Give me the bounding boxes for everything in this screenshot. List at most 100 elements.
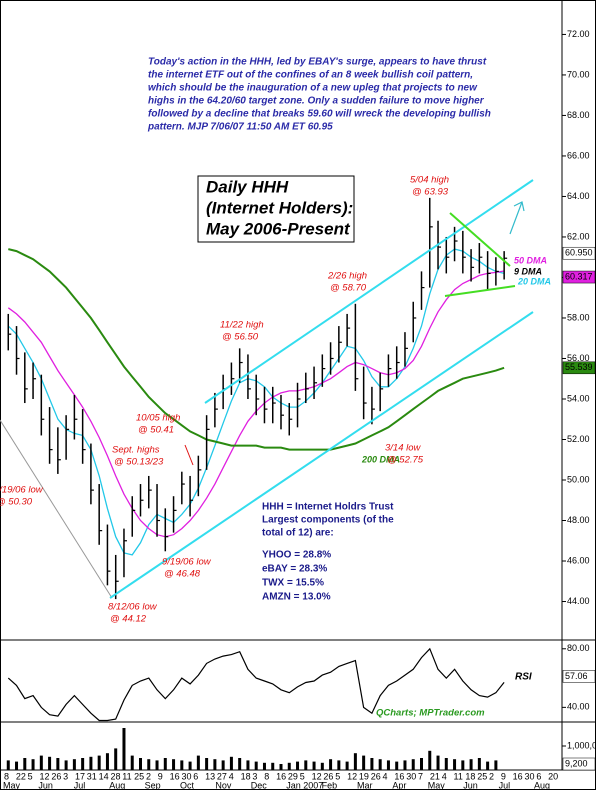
channel-line <box>204 179 534 404</box>
volume-bar <box>345 761 349 770</box>
volume-bar <box>205 758 209 770</box>
y-tick-label: 54.00 <box>567 393 590 403</box>
volume-bar <box>320 762 324 770</box>
x-tick-label: 16 <box>394 771 404 781</box>
x-tick-label: Jul <box>499 780 511 790</box>
triangle-line <box>444 285 516 297</box>
chart-title: Daily HHH <box>206 177 289 196</box>
y-tick-label: 64.00 <box>567 191 590 201</box>
x-tick-label: 17 <box>75 771 85 781</box>
rsi-label: RSI <box>515 672 532 683</box>
annotation: @ 44.12 <box>110 614 147 625</box>
y-tick-label: 70.00 <box>567 69 590 79</box>
x-tick-label: 4 <box>383 771 388 781</box>
x-tick-label: Sep <box>145 780 161 790</box>
x-tick-label: Feb <box>322 780 338 790</box>
info-text: HHH = Internet Holdrs Trust <box>262 502 394 513</box>
x-tick-label: 13 <box>205 771 215 781</box>
volume-bar <box>453 759 457 770</box>
x-tick-label: 7 <box>418 771 423 781</box>
volume-bar <box>246 760 250 770</box>
volume-bar <box>312 761 316 770</box>
plot <box>6 197 508 770</box>
volume-bar <box>213 759 217 770</box>
volume-bar <box>271 762 275 770</box>
x-tick-label: 4 <box>229 771 234 781</box>
volume-bar <box>378 759 382 770</box>
annotation: 9/19/06 low <box>162 557 212 568</box>
volume-bar <box>23 758 27 770</box>
volume-bar <box>196 755 200 770</box>
y-tick-label: 1,000,0 <box>567 740 596 750</box>
x-tick-label: Apr <box>392 780 406 790</box>
info-text: AMZN = 13.0% <box>262 592 331 603</box>
last-value-label: 60.950 <box>565 248 593 258</box>
info-text: TWX = 15.5% <box>262 578 324 589</box>
y-tick-label: 62.00 <box>567 231 590 241</box>
x-tick-label: Jan 2007 <box>286 780 323 790</box>
commentary: which should be the inauguration of a ne… <box>148 83 478 94</box>
volume-bar <box>370 758 374 770</box>
title-box <box>197 175 355 243</box>
channel-line <box>109 311 534 599</box>
y-tick-label: 68.00 <box>567 110 590 120</box>
volume-bar <box>105 753 109 770</box>
arrow-head <box>513 201 525 212</box>
info-text: Largest components (of the <box>262 515 394 526</box>
annotation: 5/04 high <box>410 175 449 186</box>
x-tick-label: 16 <box>276 771 286 781</box>
x-tick-label: 9 <box>501 771 506 781</box>
x-tick-label: 8 <box>4 771 9 781</box>
y-tick-label: 44.00 <box>567 596 590 606</box>
volume-bar <box>221 760 225 770</box>
x-tick-label: 25 <box>477 771 487 781</box>
x-tick-label: 6 <box>536 771 541 781</box>
x-tick-label: Aug <box>534 780 550 790</box>
volume-bar <box>254 761 258 770</box>
volume-bar <box>39 755 43 770</box>
x-tick-label: 16 <box>170 771 180 781</box>
x-tick-label: 26 <box>371 771 381 781</box>
x-tick-label: 26 <box>51 771 61 781</box>
last-value-label: 57.06 <box>565 671 588 681</box>
x-tick-label: 12 <box>347 771 357 781</box>
x-tick-label: 12 <box>39 771 49 781</box>
volume-bar <box>329 759 333 770</box>
annotation: 2/26 high <box>327 271 367 282</box>
commentary: followed by a decline that breaks 59.60 … <box>148 109 491 120</box>
annotation: 10/05 high <box>136 413 180 424</box>
last-value-label: 9,200 <box>565 758 588 768</box>
x-tick-label: 27 <box>217 771 227 781</box>
volume-bar <box>403 760 407 770</box>
annotation: @ 50.13/23 <box>114 457 164 468</box>
commentary: highs in the 64.20/60 target zone. Only … <box>148 96 485 107</box>
x-tick-label: Oct <box>180 780 195 790</box>
y-tick-label: 66.00 <box>567 150 590 160</box>
ma-label: 50 DMA <box>514 255 547 265</box>
x-tick-label: 28 <box>110 771 120 781</box>
volume-bar <box>287 762 291 770</box>
chart-title: (Internet Holders): <box>206 198 353 217</box>
x-tick-label: 12 <box>312 771 322 781</box>
annotation: @ 63.93 <box>412 187 449 198</box>
annotation: @ 50.41 <box>138 425 174 436</box>
volume-bar <box>262 762 266 770</box>
x-tick-label: 31 <box>87 771 97 781</box>
last-value-box <box>562 246 596 260</box>
volume-bar <box>31 759 35 770</box>
volume-bar <box>353 753 357 770</box>
volume-bar <box>486 761 490 770</box>
volume-bar <box>229 756 233 770</box>
x-tick-label: 14 <box>99 771 109 781</box>
x-tick-label: 3 <box>252 771 257 781</box>
annotation: @ 46.48 <box>164 569 201 580</box>
volume-bar <box>337 760 341 770</box>
annotation: 6/19/06 low <box>0 485 44 496</box>
volume-bar <box>172 759 176 770</box>
volume-bar <box>89 756 93 770</box>
arrow <box>509 201 523 235</box>
volume-bar <box>362 755 366 770</box>
volume-bar <box>428 750 432 770</box>
annotation: 3/14 low <box>385 443 422 454</box>
x-tick-label: May <box>428 780 446 790</box>
